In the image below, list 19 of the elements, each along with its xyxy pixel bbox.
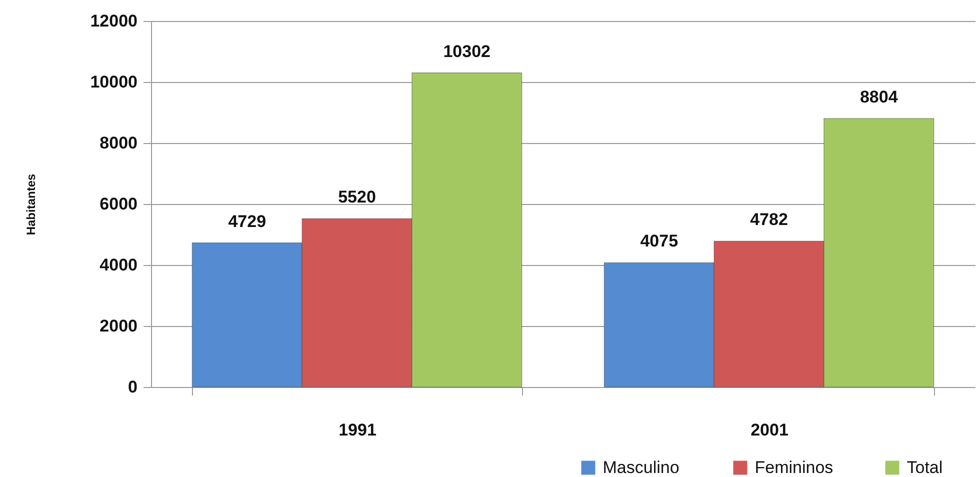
- data-label: 4782: [750, 210, 788, 230]
- data-label: 10302: [443, 42, 491, 61]
- y-tick-label: 0: [128, 378, 138, 396]
- y-tick-label: 6000: [100, 194, 138, 214]
- y-tick-label: 12000: [90, 12, 138, 30]
- legend-label: Femininos: [754, 458, 834, 477]
- data-label: 4075: [640, 232, 678, 251]
- legend-label: Masculino: [602, 458, 680, 477]
- data-label: 5520: [338, 188, 376, 207]
- data-label: 8804: [860, 87, 898, 106]
- x-tick-label: 2001: [750, 420, 788, 440]
- y-axis-title: Habitantes: [24, 174, 38, 236]
- x-tick-label: 1991: [338, 420, 376, 440]
- y-tick-label: 2000: [100, 316, 138, 336]
- y-tick-label: 4000: [100, 256, 138, 274]
- data-label: 4729: [228, 212, 266, 231]
- legend-label: Total: [906, 458, 943, 477]
- y-tick-label: 8000: [100, 134, 138, 152]
- y-tick-label: 10000: [90, 72, 138, 92]
